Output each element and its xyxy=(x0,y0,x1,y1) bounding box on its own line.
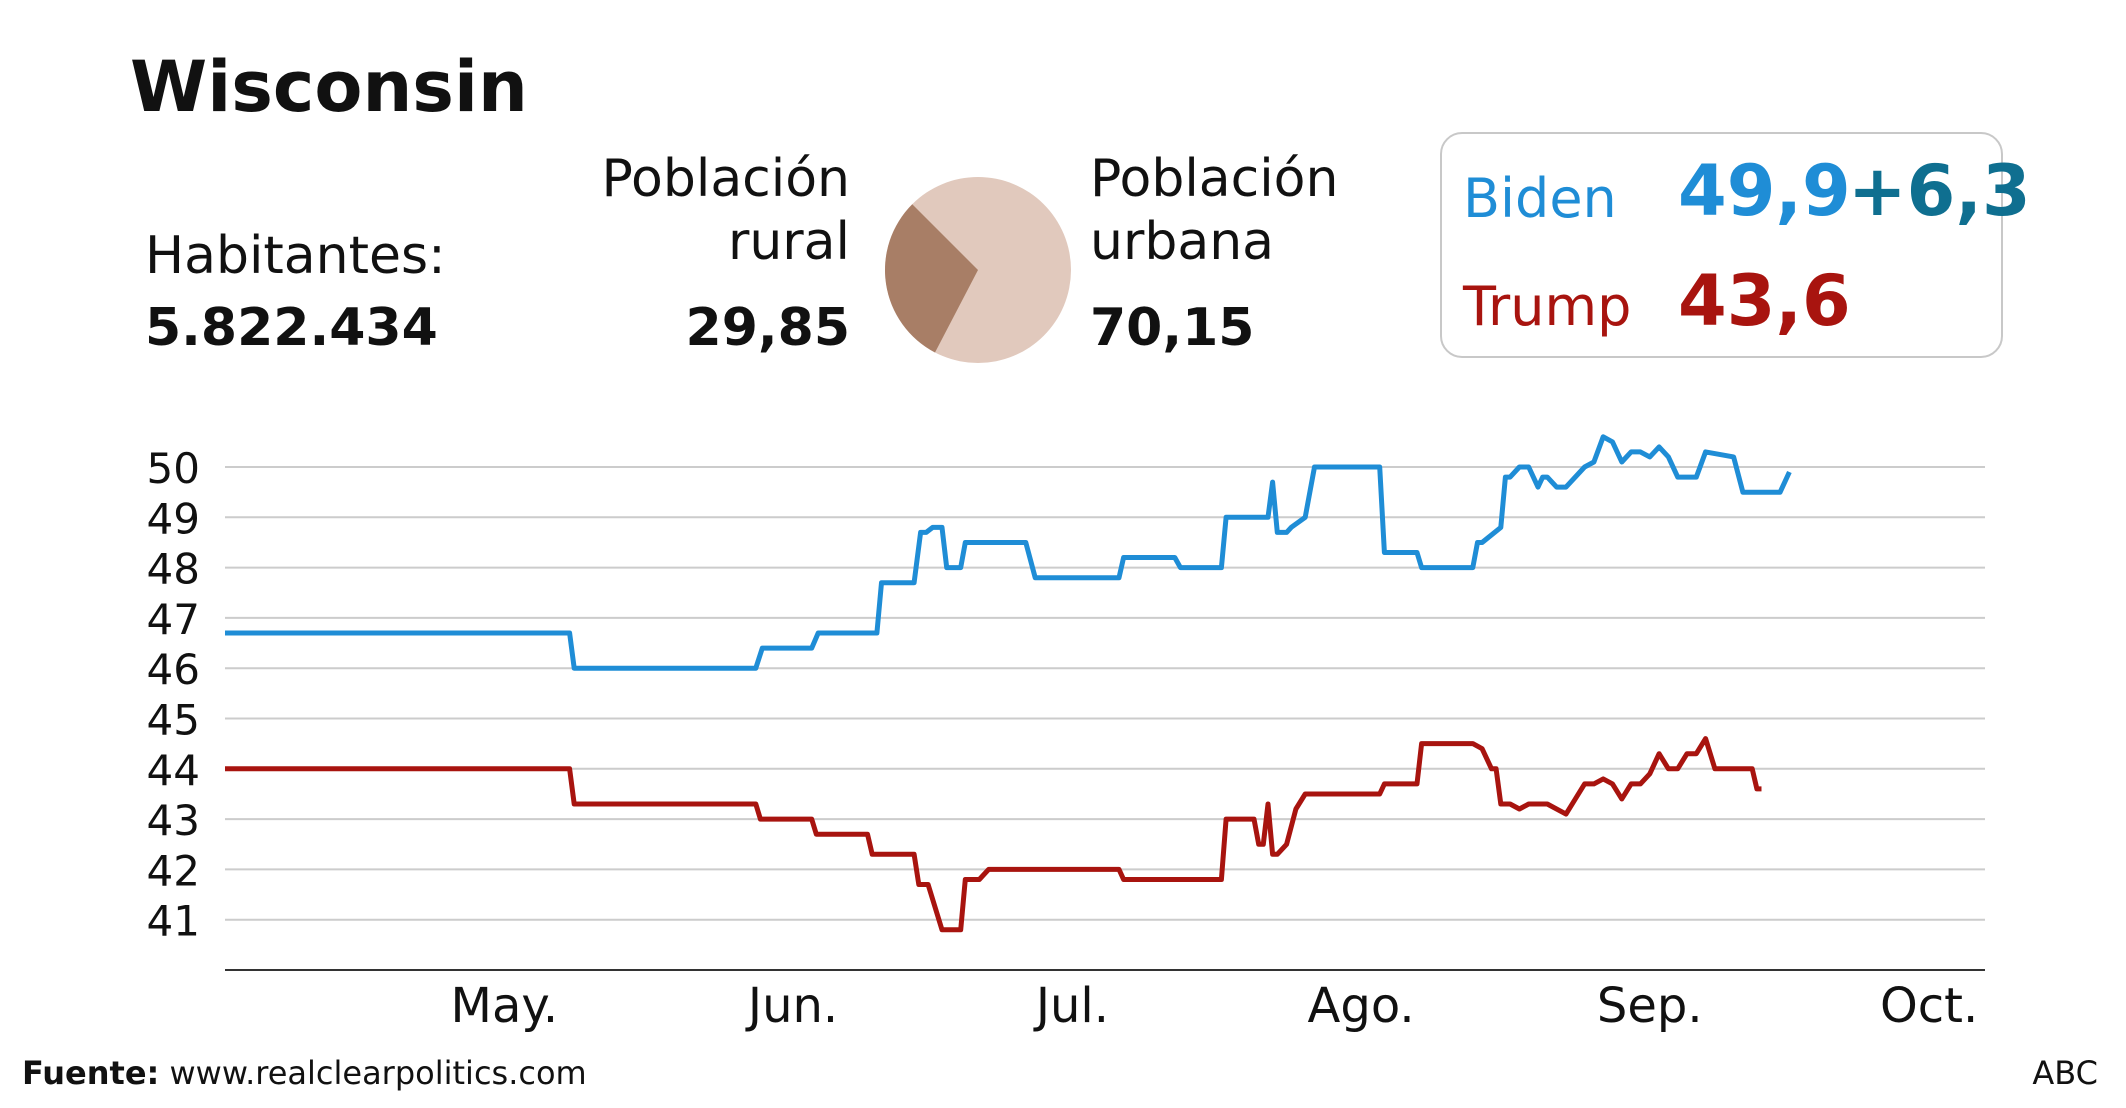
rural-label-line1: Población xyxy=(601,149,850,209)
credit-label: ABC xyxy=(2032,1054,2098,1092)
series-lines xyxy=(225,434,1792,933)
x-tick-label: Oct. xyxy=(1880,978,1978,1034)
grid-lines xyxy=(225,466,1985,921)
y-tick-label: 49 xyxy=(147,494,200,543)
trump-name: Trump xyxy=(1463,275,1632,338)
x-tick-label: Jul. xyxy=(1033,978,1109,1034)
urban-label-line1: Población xyxy=(1090,149,1339,209)
trump-value: 43,6 xyxy=(1678,260,1851,342)
rural-population-value: 29,85 xyxy=(685,298,850,358)
biden-value: 49,9 xyxy=(1678,150,1851,232)
y-tick-label: 43 xyxy=(147,796,200,845)
pie-chart-icon xyxy=(885,177,1071,363)
source-footer: Fuente: www.realclearpolitics.com xyxy=(22,1054,587,1092)
series-line-biden xyxy=(225,434,1792,671)
urban-population-value: 70,15 xyxy=(1090,298,1255,358)
x-tick-label: Sep. xyxy=(1597,978,1703,1034)
y-tick-label: 42 xyxy=(147,846,200,895)
rural-population-label: Población rural xyxy=(602,148,850,275)
page-title: Wisconsin xyxy=(130,46,528,128)
x-tick-label: Ago. xyxy=(1308,978,1415,1034)
results-box xyxy=(1440,132,2003,358)
urban-label-line2: urbana xyxy=(1090,212,1275,273)
y-tick-label: 47 xyxy=(147,595,200,644)
pie-rural-slice xyxy=(885,204,978,353)
x-tick-label: May. xyxy=(451,978,559,1034)
source-label: Fuente: xyxy=(22,1054,160,1092)
y-tick-label: 48 xyxy=(147,545,200,594)
x-tick-label: Jun. xyxy=(745,978,838,1034)
biden-lead: +6,3 xyxy=(1848,150,2031,232)
population-value: 5.822.434 xyxy=(145,298,438,358)
y-tick-label: 44 xyxy=(147,746,200,795)
series-line-trump xyxy=(225,736,1762,933)
biden-name: Biden xyxy=(1463,167,1617,230)
urban-population-label: Población urbana xyxy=(1090,148,1338,275)
y-tick-label: 41 xyxy=(147,897,200,946)
population-label: Habitantes: xyxy=(145,226,446,286)
x-axis-ticks: May. Jun. Jul. Ago. Sep. Oct. xyxy=(451,978,1979,1034)
y-tick-label: 46 xyxy=(147,645,200,694)
source-link[interactable]: www.realclearpolitics.com xyxy=(169,1054,587,1092)
y-tick-label: 50 xyxy=(147,444,200,493)
y-tick-label: 45 xyxy=(147,696,200,745)
rural-label-line2: rural xyxy=(727,212,850,273)
